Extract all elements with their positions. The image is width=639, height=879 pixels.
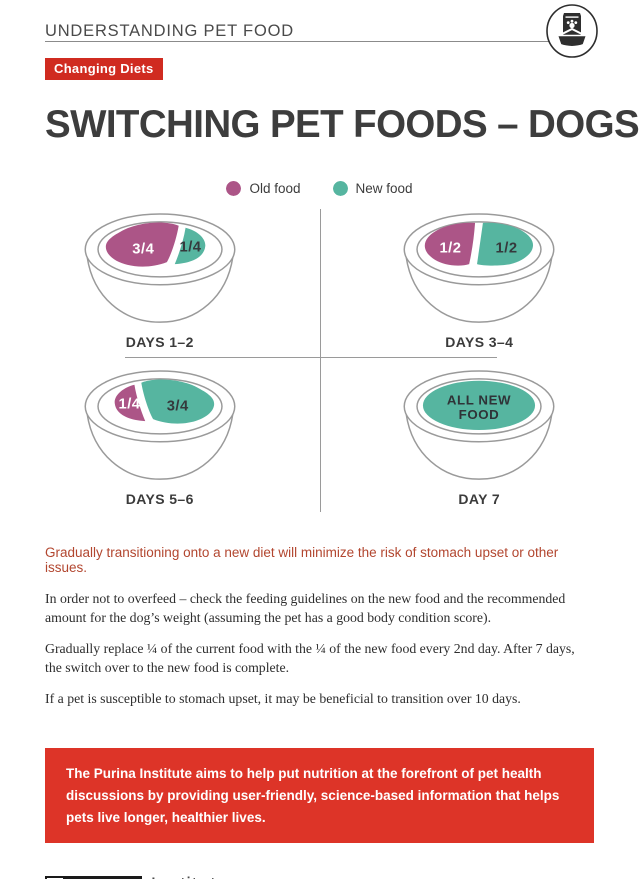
bowl-days-5-6: 1/4 3/4 DAYS 5–6 bbox=[0, 357, 320, 514]
legend-item-new-food: New food bbox=[332, 180, 413, 196]
paragraph-overfeed: In order not to overfeed – check the fee… bbox=[45, 590, 566, 626]
bowl-day-7: ALL NEW FOOD DAY 7 bbox=[320, 357, 639, 514]
page-header: UNDERSTANDING PET FOOD bbox=[0, 0, 639, 58]
diagram-vertical-divider bbox=[319, 208, 321, 512]
bowl-days-1-2: 3/4 1/4 DAYS 1–2 bbox=[0, 208, 320, 357]
old-fraction-label: 1/2 bbox=[440, 240, 462, 256]
legend-label-old-food: Old food bbox=[249, 180, 301, 196]
old-food-dot-icon bbox=[226, 180, 242, 196]
day-label: DAYS 5–6 bbox=[125, 490, 194, 507]
category-badge: Changing Diets bbox=[45, 58, 163, 80]
old-fraction-label: 3/4 bbox=[132, 241, 154, 257]
institute-wordmark: Institute bbox=[150, 874, 228, 879]
legend: Old food New food bbox=[0, 180, 639, 196]
paragraph-replace-quarter: Gradually replace ¼ of the current food … bbox=[45, 640, 575, 676]
purina-institute-logo: PURINA Institute Advancing Science for P… bbox=[45, 874, 228, 879]
legend-label-new-food: New food bbox=[355, 180, 413, 196]
lead-sentence: Gradually transitioning onto a new diet … bbox=[45, 544, 559, 575]
pet-food-bag-and-bowl-icon bbox=[546, 4, 598, 58]
paragraph-stomach-upset: If a pet is susceptible to stomach upset… bbox=[45, 690, 521, 706]
bowl-day-7-illustration: ALL NEW FOOD bbox=[403, 369, 555, 480]
legend-item-old-food: Old food bbox=[226, 180, 301, 196]
header-title: UNDERSTANDING PET FOOD bbox=[45, 22, 294, 40]
old-fraction-label: 1/4 bbox=[118, 396, 140, 412]
all-new-food-label-line2: FOOD bbox=[459, 407, 500, 422]
purina-institute-callout: The Purina Institute aims to help put nu… bbox=[45, 748, 594, 844]
body-copy: In order not to overfeed – check the fee… bbox=[45, 589, 594, 720]
day-label: DAYS 1–2 bbox=[125, 333, 194, 350]
new-fraction-label: 1/2 bbox=[496, 240, 518, 256]
day-label: DAYS 3–4 bbox=[445, 333, 514, 350]
bowl-days-3-4-illustration: 1/2 1/2 bbox=[403, 212, 555, 323]
bowl-days-1-2-illustration: 3/4 1/4 bbox=[84, 212, 236, 323]
bowl-days-3-4: 1/2 1/2 DAYS 3–4 bbox=[320, 208, 639, 357]
new-fraction-label: 1/4 bbox=[179, 239, 201, 255]
page-title: SWITCHING PET FOODS – DOGS bbox=[45, 103, 639, 146]
day-label: DAY 7 bbox=[458, 490, 501, 507]
diagram-horizontal-divider bbox=[125, 356, 497, 358]
header-divider bbox=[45, 41, 594, 42]
new-food-dot-icon bbox=[332, 180, 348, 196]
bowl-days-5-6-illustration: 1/4 3/4 bbox=[84, 369, 236, 480]
transition-diagram: 3/4 1/4 DAYS 1–2 1/2 1/2 DAYS 3–4 bbox=[0, 208, 639, 514]
new-fraction-label: 3/4 bbox=[166, 398, 188, 414]
all-new-food-label-line1: ALL NEW bbox=[447, 392, 511, 407]
